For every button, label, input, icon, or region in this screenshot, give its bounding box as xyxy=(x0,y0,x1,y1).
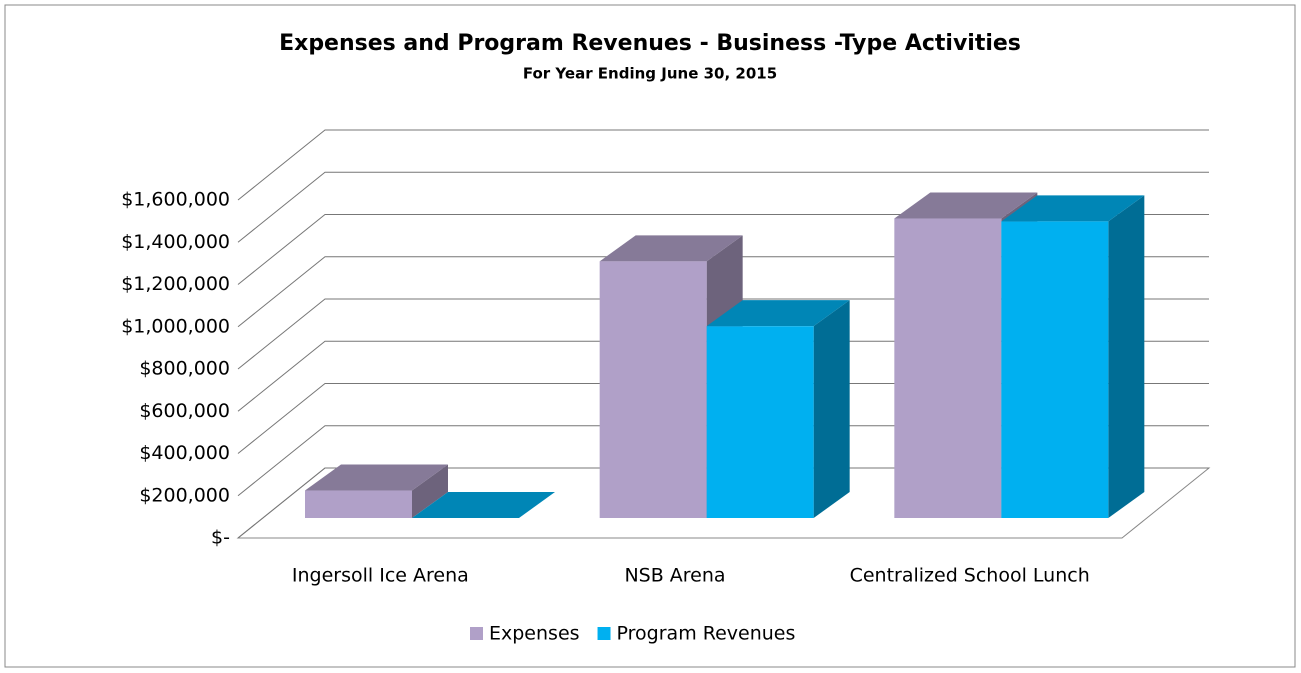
bar-side xyxy=(813,300,850,518)
bar-side xyxy=(1108,195,1145,518)
legend-swatch xyxy=(470,627,483,640)
grid-line xyxy=(237,129,1209,201)
bar-front xyxy=(706,326,814,518)
bar-front xyxy=(599,261,707,518)
y-tick-label: $1,600,000 xyxy=(121,189,230,211)
bar xyxy=(412,492,555,518)
chart-title: Expenses and Program Revenues - Business… xyxy=(279,31,1021,56)
x-tick-label: Centralized School Lunch xyxy=(850,565,1090,587)
bar-front xyxy=(305,490,412,518)
bar-front xyxy=(894,218,1002,518)
y-tick-label: $1,400,000 xyxy=(121,231,230,253)
y-tick-label: $200,000 xyxy=(139,484,230,506)
y-tick-label: $1,000,000 xyxy=(121,315,230,337)
y-tick-label: $- xyxy=(211,527,230,549)
bar xyxy=(1001,195,1145,518)
bar xyxy=(305,464,448,518)
bar-top xyxy=(894,192,1038,219)
y-tick-label: $1,200,000 xyxy=(121,273,230,295)
bar-top xyxy=(706,300,850,327)
bar-top xyxy=(1001,195,1145,222)
grid-line xyxy=(237,171,1209,243)
legend-label: Expenses xyxy=(489,623,580,645)
bar-side xyxy=(412,464,448,518)
bar xyxy=(706,300,850,518)
y-tick-label: $600,000 xyxy=(139,400,230,422)
legend-label: Program Revenues xyxy=(617,623,796,645)
legend-swatch xyxy=(597,627,611,640)
bar-top xyxy=(599,235,743,262)
x-tick-label: Ingersoll Ice Arena xyxy=(292,565,469,587)
chart-subtitle: For Year Ending June 30, 2015 xyxy=(523,65,777,83)
bar-top xyxy=(412,492,555,518)
bar-front xyxy=(1001,221,1109,518)
x-tick-label: NSB Arena xyxy=(624,565,725,587)
bar-top xyxy=(305,464,448,491)
y-tick-label: $400,000 xyxy=(139,442,230,464)
y-tick-label: $800,000 xyxy=(139,358,230,380)
